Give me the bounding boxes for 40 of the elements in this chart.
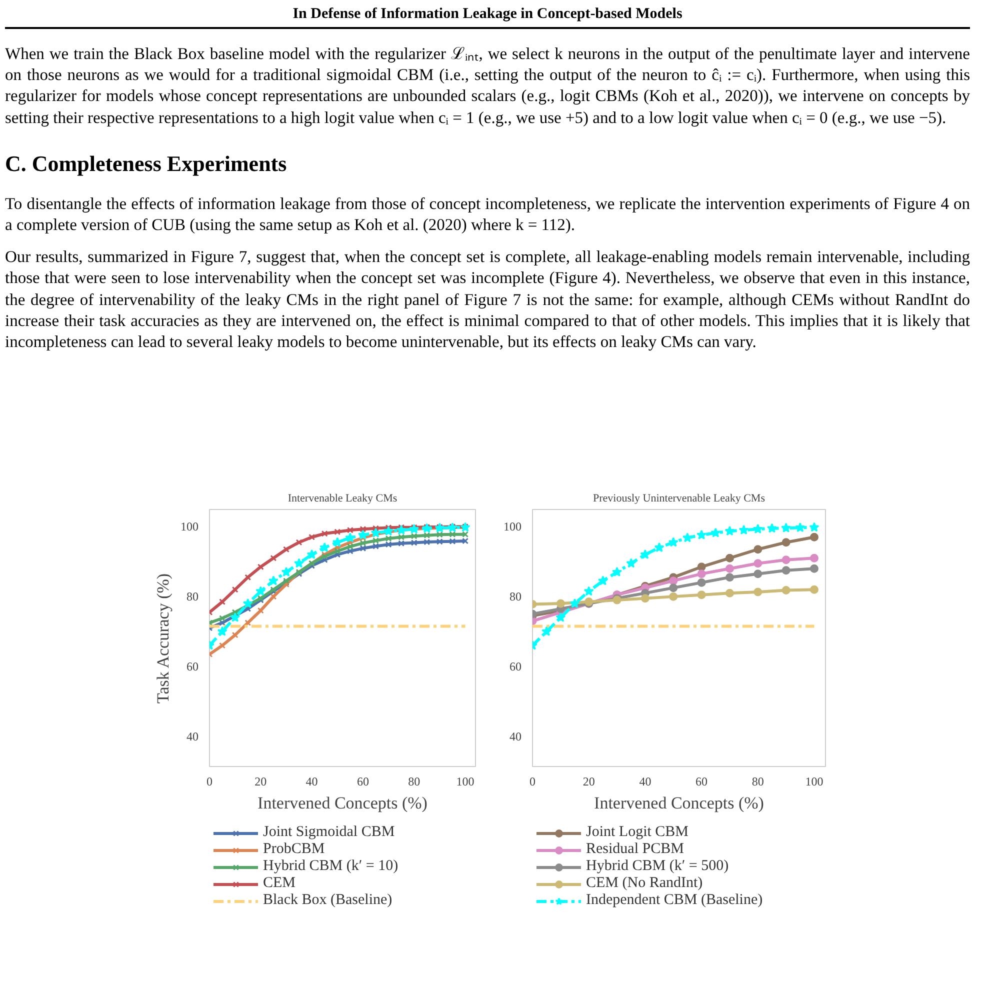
y-tick-label: 100	[180, 520, 198, 534]
legend-label: Independent CBM (Baseline)	[586, 892, 763, 909]
legend-label: CEM	[263, 875, 296, 892]
chart-title: Previously Unintervenable Leaky CMs	[593, 492, 766, 504]
x-tick-label: 60	[696, 774, 708, 788]
x-tick-label: 20	[254, 774, 267, 788]
x-tick-label: 40	[639, 774, 652, 788]
chart-title: Intervenable Leaky CMs	[288, 492, 398, 504]
x-tick-label: 0	[530, 774, 536, 788]
x-tick-label: 20	[582, 774, 595, 788]
y-tick-label: 80	[510, 590, 522, 604]
x-axis-title: Intervened Concepts (%)	[594, 794, 764, 812]
legend-label: ProbCBM	[263, 841, 325, 858]
legend-label: Residual PCBM	[586, 841, 684, 858]
x-tick-label: 80	[752, 774, 764, 788]
x-tick-label: 40	[306, 774, 318, 788]
legend-label: Black Box (Baseline)	[263, 892, 392, 909]
x-tick-label: 0	[206, 774, 212, 788]
text: In Defense of Information Leakage in Concept-based Models	[5, 5, 970, 28]
x-axis-title: Intervened Concepts (%)	[258, 794, 428, 812]
text: When we train the Black Box baseline model with the regularizer ℒᵢₙₜ, we select k neurons in the output of the penultimate layer and intervene on those neurons as we would for a traditional sigmoidal CBM (i.e., setting the output of the neuron to ĉᵢ := cᵢ). Furthermore, when using this regularizer for models whose concept representations are unbounded scalars (e.g., logit CBMs (Koh et al., 2020)), we intervene on concepts by setting their respective representations to a high logit value when cᵢ = 1 (e.g., we use +5) and to a low logit value when cᵢ = 0 (e.g., we use −5).	[5, 42, 970, 128]
text: C. Completeness Experiments	[5, 150, 288, 178]
legend-label: Hybrid CBM (k′ = 10)	[263, 858, 398, 875]
x-tick-label: 100	[805, 774, 824, 788]
y-axis-title: Task Accuracy (%)	[154, 573, 172, 704]
text: Our results, summarized in Figure 7, suggest that, when the concept set is complete, all leakage-enabling models remain intervenable, including those that were seen to lose intervenability when the concept set was incomplete (Figure 4). Nevertheless, we observe that even in this instance, the degree of intervenability of the leaky CMs in the right panel of Figure 7 is not the same: for example, although CEMs without RandInt do increase their task accuracies as they are intervened on, the effect is minimal compared to that of other models. This implies that it is likely that incompleteness can lead to several leaky models to become unintervenable, but its effects on leaky CMs can vary.	[5, 246, 970, 353]
legend-label: Joint Logit CBM	[586, 824, 689, 841]
x-tick-label: 100	[456, 774, 474, 788]
legend-label: Hybrid CBM (k′ = 500)	[586, 858, 729, 875]
y-tick-label: 60	[510, 659, 522, 674]
y-tick-label: 100	[504, 520, 522, 534]
text: To disentangle the effects of information leakage from those of concept incompleteness, we replicate the intervention experiments of Figure 4 on a complete version of CUB (using the same setup as Koh et al. (2020) where k = 112).	[5, 192, 970, 236]
legend-label: CEM (No RandInt)	[586, 875, 703, 892]
y-tick-label: 40	[510, 729, 522, 744]
y-tick-label: 60	[186, 659, 198, 674]
x-tick-label: 80	[408, 774, 420, 788]
y-tick-label: 80	[186, 590, 198, 604]
y-tick-label: 40	[186, 729, 198, 744]
x-tick-label: 60	[356, 774, 369, 788]
legend-label: Joint Sigmoidal CBM	[263, 824, 395, 841]
